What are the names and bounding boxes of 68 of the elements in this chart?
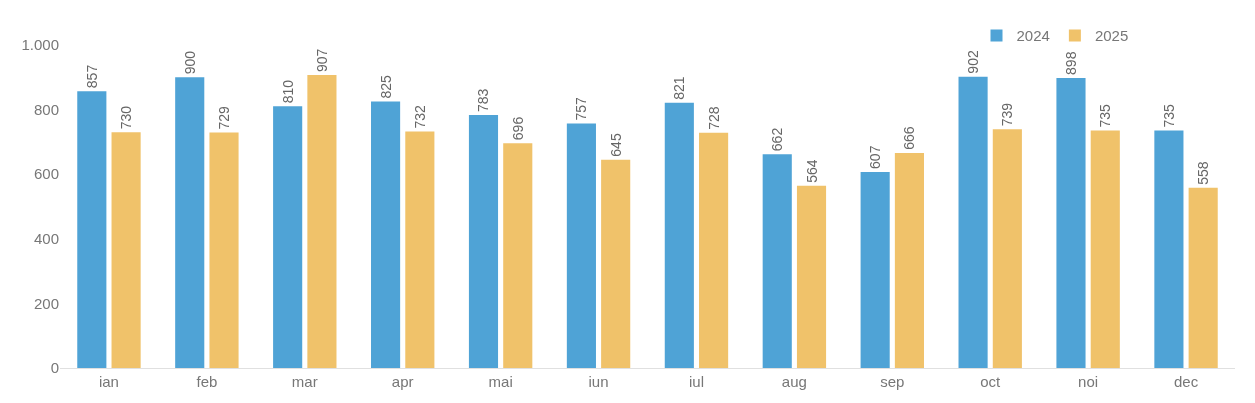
data-label: 728: [705, 106, 722, 130]
x-tick-label: mar: [291, 373, 318, 390]
x-tick-label: apr: [391, 373, 414, 390]
x-tick-label: ian: [98, 373, 119, 390]
data-label: 732: [411, 104, 428, 129]
x-tick-label: mai: [488, 373, 513, 390]
bar: [1056, 77, 1086, 368]
bar: [566, 123, 596, 368]
x-tick-label: oct: [980, 373, 1002, 390]
bar: [503, 143, 533, 368]
bar: [958, 76, 988, 368]
data-label: 645: [607, 133, 624, 157]
legend-label: 2025: [1094, 27, 1129, 45]
bar: [664, 102, 694, 368]
bar: [209, 132, 239, 368]
data-label: 900: [181, 50, 198, 75]
bar: [77, 91, 107, 368]
y-tick-label: 600: [33, 165, 59, 183]
bar: [762, 154, 792, 368]
bar: [699, 132, 729, 368]
y-tick-label: 0: [50, 359, 59, 377]
x-tick-label: dec: [1173, 373, 1199, 390]
bar: [601, 159, 631, 368]
bar: [307, 75, 337, 368]
bar: [992, 129, 1022, 368]
bar: [894, 152, 924, 368]
x-tick-label: aug: [781, 373, 807, 390]
data-label: 902: [965, 50, 982, 74]
data-label: 662: [769, 127, 786, 152]
bar: [468, 115, 499, 368]
data-label: 825: [377, 74, 394, 99]
bar: [860, 171, 890, 368]
data-label: 666: [901, 126, 918, 150]
bar: [1154, 130, 1184, 368]
x-tick-label: iul: [688, 373, 704, 390]
x-tick-label: feb: [196, 373, 218, 390]
y-tick-label: 400: [33, 230, 59, 248]
bar: [796, 185, 827, 368]
data-label: 729: [216, 105, 233, 130]
data-label: 735: [1097, 104, 1114, 128]
bar: [1188, 187, 1218, 368]
bar: [273, 106, 303, 368]
data-label: 696: [509, 116, 526, 141]
x-tick-label: sep: [880, 373, 905, 390]
bar: [111, 132, 141, 368]
data-label: 730: [118, 105, 135, 130]
bar: [371, 101, 401, 368]
x-tick-label: noi: [1078, 373, 1099, 390]
y-tick-label: 1.000: [21, 36, 59, 54]
data-label: 810: [279, 79, 296, 104]
data-label: 907: [313, 48, 330, 73]
data-label: 735: [1160, 104, 1177, 128]
legend-label: 2024: [1016, 27, 1050, 45]
data-label: 757: [573, 96, 590, 121]
bar: [1090, 130, 1120, 368]
data-label: 607: [867, 145, 884, 169]
data-label: 783: [475, 88, 492, 113]
data-label: 739: [999, 102, 1016, 127]
data-label: 558: [1195, 161, 1212, 185]
data-label: 857: [83, 64, 100, 89]
bar: [405, 131, 435, 368]
x-tick-label: iun: [588, 373, 609, 390]
data-label: 898: [1062, 51, 1079, 75]
y-tick-label: 800: [33, 100, 59, 118]
data-label: 821: [671, 76, 688, 100]
y-tick-label: 200: [33, 294, 59, 312]
data-label: 564: [803, 159, 820, 183]
bar: [175, 77, 205, 368]
